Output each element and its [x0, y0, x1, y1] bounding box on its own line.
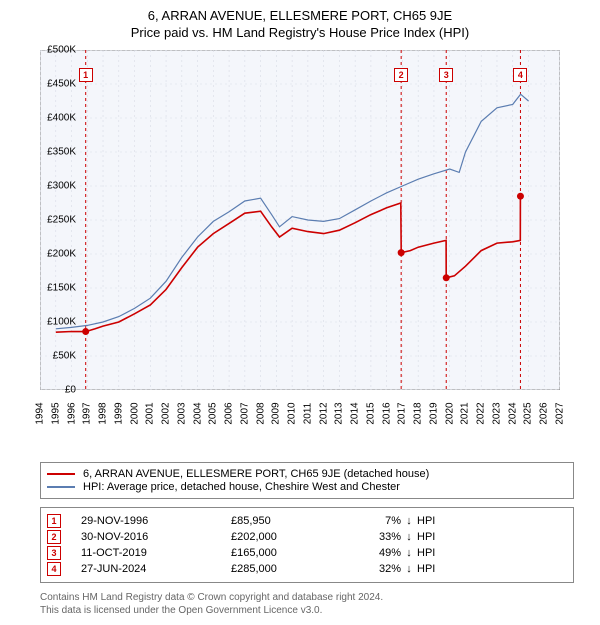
title-sub: Price paid vs. HM Land Registry's House …	[0, 25, 600, 40]
transaction-row: 2 30-NOV-2016£202,00033%↓HPI	[47, 530, 567, 544]
x-tick-label: 2005	[208, 399, 219, 429]
tx-date: 30-NOV-2016	[81, 531, 231, 543]
tx-hpi: HPI	[417, 515, 457, 527]
x-tick-label: 2017	[397, 399, 408, 429]
tx-marker: 2	[47, 530, 61, 544]
tx-marker: 1	[47, 514, 61, 528]
chart-area: £0£50K£100K£150K£200K£250K£300K£350K£400…	[40, 50, 600, 410]
x-tick-label: 2007	[239, 399, 250, 429]
tx-pct: 49%	[341, 547, 401, 559]
footer-line1: Contains HM Land Registry data © Crown c…	[40, 591, 560, 604]
x-tick-label: 2016	[381, 399, 392, 429]
x-tick-label: 2027	[555, 399, 566, 429]
x-tick-label: 2011	[302, 399, 313, 429]
x-tick-label: 2018	[413, 399, 424, 429]
down-arrow-icon: ↓	[401, 563, 417, 575]
x-tick-label: 1995	[50, 399, 61, 429]
legend-label: 6, ARRAN AVENUE, ELLESMERE PORT, CH65 9J…	[83, 468, 429, 480]
x-tick-label: 2000	[129, 399, 140, 429]
x-tick-label: 2019	[428, 399, 439, 429]
y-tick-label: £250K	[36, 215, 76, 226]
x-tick-label: 2001	[145, 399, 156, 429]
tx-price: £285,000	[231, 563, 341, 575]
x-tick-label: 2014	[350, 399, 361, 429]
tx-date: 27-JUN-2024	[81, 563, 231, 575]
x-tick-label: 2024	[507, 399, 518, 429]
x-tick-label: 2013	[334, 399, 345, 429]
x-tick-label: 2020	[444, 399, 455, 429]
legend-swatch	[47, 486, 75, 488]
x-tick-label: 1999	[113, 399, 124, 429]
y-tick-label: £500K	[36, 45, 76, 56]
chart-svg	[40, 50, 560, 390]
y-tick-label: £200K	[36, 249, 76, 260]
x-tick-label: 2008	[255, 399, 266, 429]
tx-marker: 3	[47, 546, 61, 560]
footer-line2: This data is licensed under the Open Gov…	[40, 604, 560, 617]
tx-hpi: HPI	[417, 547, 457, 559]
transaction-row: 3 11-OCT-2019£165,00049%↓HPI	[47, 546, 567, 560]
tx-marker: 4	[47, 562, 61, 576]
transaction-row: 4 27-JUN-2024£285,00032%↓HPI	[47, 562, 567, 576]
legend-item: HPI: Average price, detached house, Ches…	[47, 481, 567, 493]
y-tick-label: £400K	[36, 113, 76, 124]
x-tick-label: 2002	[161, 399, 172, 429]
y-tick-label: £300K	[36, 181, 76, 192]
tx-hpi: HPI	[417, 563, 457, 575]
title-main: 6, ARRAN AVENUE, ELLESMERE PORT, CH65 9J…	[0, 8, 600, 23]
x-tick-label: 2026	[539, 399, 550, 429]
tx-pct: 7%	[341, 515, 401, 527]
y-tick-label: £100K	[36, 317, 76, 328]
tx-pct: 32%	[341, 563, 401, 575]
down-arrow-icon: ↓	[401, 531, 417, 543]
x-tick-label: 1994	[35, 399, 46, 429]
transactions-table: 129-NOV-1996£85,9507%↓HPI230-NOV-2016£20…	[40, 507, 574, 583]
tx-price: £165,000	[231, 547, 341, 559]
y-tick-label: £150K	[36, 283, 76, 294]
x-tick-label: 2003	[176, 399, 187, 429]
sale-marker: 4	[513, 68, 527, 82]
tx-date: 11-OCT-2019	[81, 547, 231, 559]
y-tick-label: £0	[36, 385, 76, 396]
x-tick-label: 2006	[224, 399, 235, 429]
legend-label: HPI: Average price, detached house, Ches…	[83, 481, 400, 493]
sale-marker: 1	[79, 68, 93, 82]
down-arrow-icon: ↓	[401, 547, 417, 559]
x-tick-label: 2004	[192, 399, 203, 429]
transaction-row: 1 29-NOV-1996£85,9507%↓HPI	[47, 514, 567, 528]
down-arrow-icon: ↓	[401, 515, 417, 527]
y-tick-label: £50K	[36, 351, 76, 362]
x-tick-label: 2015	[365, 399, 376, 429]
legend: 6, ARRAN AVENUE, ELLESMERE PORT, CH65 9J…	[40, 462, 574, 499]
x-tick-label: 1998	[98, 399, 109, 429]
sale-marker: 3	[439, 68, 453, 82]
tx-pct: 33%	[341, 531, 401, 543]
x-tick-label: 1996	[66, 399, 77, 429]
y-tick-label: £350K	[36, 147, 76, 158]
x-tick-label: 2012	[318, 399, 329, 429]
legend-item: 6, ARRAN AVENUE, ELLESMERE PORT, CH65 9J…	[47, 468, 567, 480]
tx-price: £85,950	[231, 515, 341, 527]
legend-swatch	[47, 473, 75, 475]
y-tick-label: £450K	[36, 79, 76, 90]
x-tick-label: 2009	[271, 399, 282, 429]
title-block: 6, ARRAN AVENUE, ELLESMERE PORT, CH65 9J…	[0, 0, 600, 40]
x-tick-label: 2023	[491, 399, 502, 429]
x-tick-label: 2025	[523, 399, 534, 429]
tx-price: £202,000	[231, 531, 341, 543]
chart-container: 6, ARRAN AVENUE, ELLESMERE PORT, CH65 9J…	[0, 0, 600, 625]
tx-hpi: HPI	[417, 531, 457, 543]
x-tick-label: 2021	[460, 399, 471, 429]
x-tick-label: 2022	[476, 399, 487, 429]
sale-marker: 2	[394, 68, 408, 82]
tx-date: 29-NOV-1996	[81, 515, 231, 527]
x-tick-label: 2010	[287, 399, 298, 429]
x-tick-label: 1997	[82, 399, 93, 429]
